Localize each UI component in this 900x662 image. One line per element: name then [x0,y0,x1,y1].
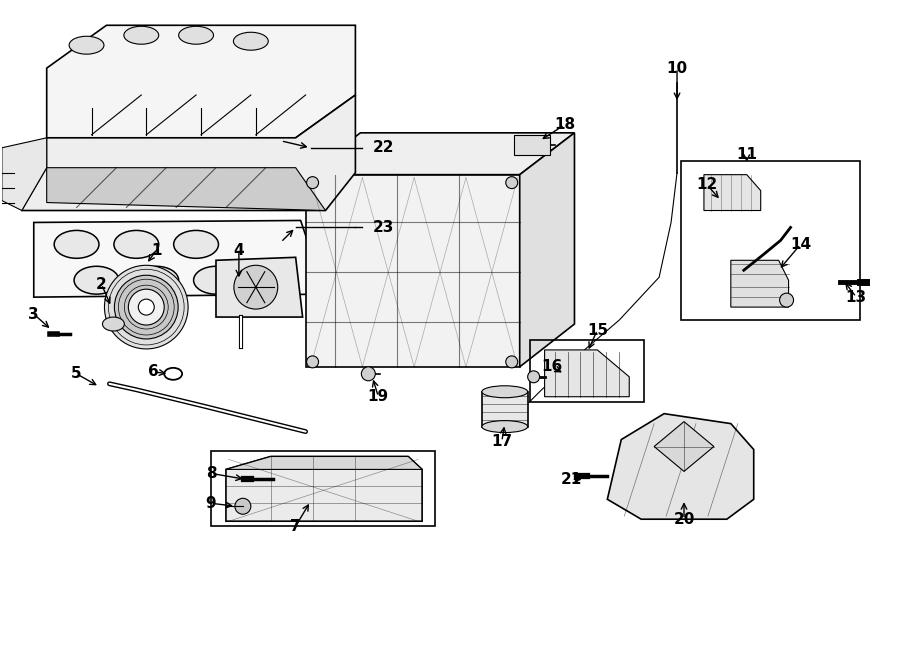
Ellipse shape [194,266,238,294]
Text: 10: 10 [667,61,688,75]
Circle shape [307,356,319,368]
Polygon shape [608,414,753,519]
Text: 9: 9 [206,496,216,511]
Text: 22: 22 [373,140,394,156]
Text: 11: 11 [736,147,757,162]
Circle shape [362,367,375,381]
Circle shape [235,498,251,514]
Ellipse shape [233,32,268,50]
Text: 6: 6 [148,364,158,379]
Bar [530,340,644,402]
Circle shape [104,265,188,349]
Circle shape [527,371,540,383]
Polygon shape [2,138,47,211]
Polygon shape [482,392,527,426]
Text: 13: 13 [846,290,867,305]
Text: 21: 21 [561,472,582,487]
Circle shape [307,177,319,189]
Text: 7: 7 [291,519,301,534]
Ellipse shape [482,386,527,398]
Ellipse shape [174,230,219,258]
Polygon shape [34,220,326,297]
Polygon shape [306,133,574,175]
Polygon shape [306,175,519,367]
Text: 17: 17 [491,434,512,449]
Text: 19: 19 [368,389,389,404]
Polygon shape [216,258,302,317]
Text: 15: 15 [587,322,608,338]
Ellipse shape [482,420,527,432]
Polygon shape [519,133,574,367]
Polygon shape [22,138,47,211]
Ellipse shape [178,26,213,44]
Ellipse shape [114,230,158,258]
Text: 20: 20 [673,512,695,527]
Circle shape [234,265,278,309]
Ellipse shape [54,230,99,258]
Ellipse shape [69,36,104,54]
Circle shape [506,356,518,368]
Polygon shape [544,350,629,397]
Circle shape [129,289,164,325]
Polygon shape [731,260,788,307]
Ellipse shape [124,26,158,44]
Text: 5: 5 [71,366,82,381]
Text: 2: 2 [96,277,107,292]
Bar [681,161,860,320]
Bar [211,451,435,526]
Polygon shape [226,457,422,469]
Text: 18: 18 [554,117,575,132]
Circle shape [506,177,518,189]
Text: 8: 8 [206,466,216,481]
Polygon shape [704,175,760,211]
Polygon shape [47,25,356,138]
Text: 16: 16 [541,359,562,374]
Ellipse shape [134,266,178,294]
Text: 1: 1 [151,243,161,258]
Circle shape [779,293,794,307]
Polygon shape [47,167,326,211]
Text: 4: 4 [234,243,244,258]
Ellipse shape [103,317,124,331]
Circle shape [114,275,178,339]
Circle shape [139,299,154,315]
Bar [514,135,550,155]
Polygon shape [22,95,356,211]
Ellipse shape [74,266,119,294]
Polygon shape [226,457,422,521]
Text: 14: 14 [790,237,811,252]
Text: 23: 23 [373,220,393,235]
Polygon shape [654,422,714,471]
Text: 3: 3 [29,307,39,322]
Text: 12: 12 [697,177,717,192]
